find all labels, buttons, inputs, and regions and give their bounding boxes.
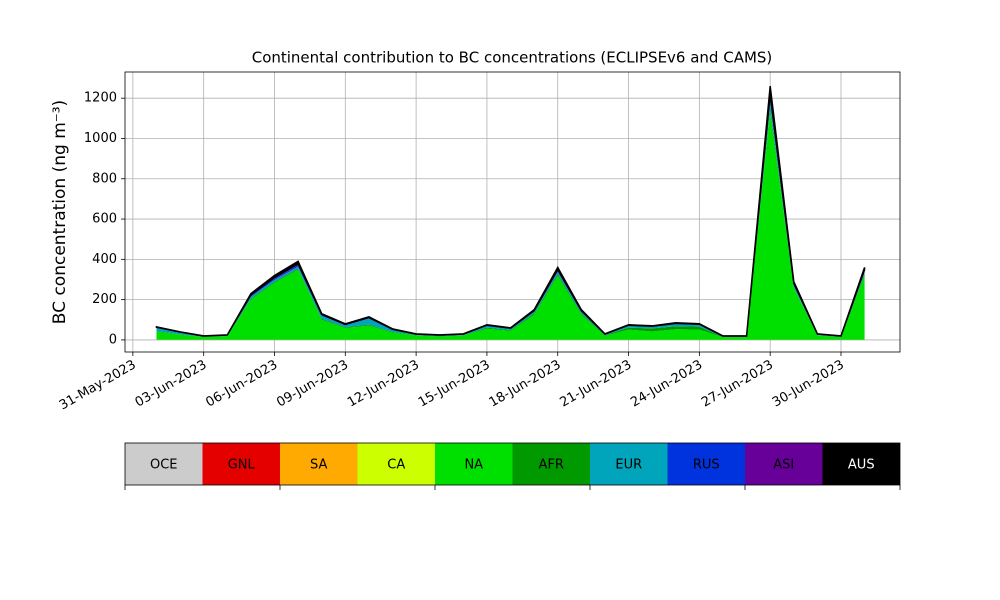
y-tick-label: 600 [92,212,117,227]
y-tick-label: 800 [92,171,117,186]
legend-swatch [435,443,513,485]
y-tick-label: 1000 [84,131,117,146]
legend-label: AUS [848,458,875,473]
area-aus [155,86,866,337]
y-tick-label: 200 [92,292,117,307]
legend-swatch [745,443,823,485]
x-tick-label: 12-Jun-2023 [345,358,422,411]
y-tick-label: 1200 [84,91,117,106]
area-na [156,112,865,340]
legend-label: SA [310,458,327,473]
x-tick-label: 31-May-2023 [57,358,139,414]
legend-label: CA [387,458,405,473]
legend-label: ASI [773,458,794,473]
x-tick-label: 15-Jun-2023 [416,358,493,411]
legend-label: AFR [539,458,564,473]
legend-swatch [202,443,280,485]
x-tick-label: 18-Jun-2023 [487,358,564,411]
legend-swatch [590,443,668,485]
legend-swatch [822,443,900,485]
y-axis-label: BC concentration (ng m⁻³) [50,100,70,324]
legend-frame [124,442,901,486]
legend-label: GNL [228,458,256,473]
x-tick-label: 06-Jun-2023 [203,358,280,411]
x-tick-label: 24-Jun-2023 [628,358,705,411]
y-tick-label: 400 [92,252,117,267]
x-tick-label: 30-Jun-2023 [770,358,847,411]
legend-swatch [357,443,435,485]
x-tick-label: 09-Jun-2023 [274,358,351,411]
chart-title: Continental contribution to BC concentra… [252,49,773,67]
legend-swatch [512,443,590,485]
legend-swatch [280,443,358,485]
x-tick-label: 03-Jun-2023 [133,358,210,411]
legend-swatch [125,443,203,485]
legend-swatch [667,443,745,485]
x-tick-label: 21-Jun-2023 [557,358,634,411]
legend-label: EUR [615,458,642,473]
legend-label: NA [464,458,483,473]
y-tick-label: 0 [109,332,117,347]
legend-label: OCE [150,458,178,473]
plot-frame [124,71,901,353]
legend-label: RUS [693,458,720,473]
x-tick-label: 27-Jun-2023 [699,358,776,411]
